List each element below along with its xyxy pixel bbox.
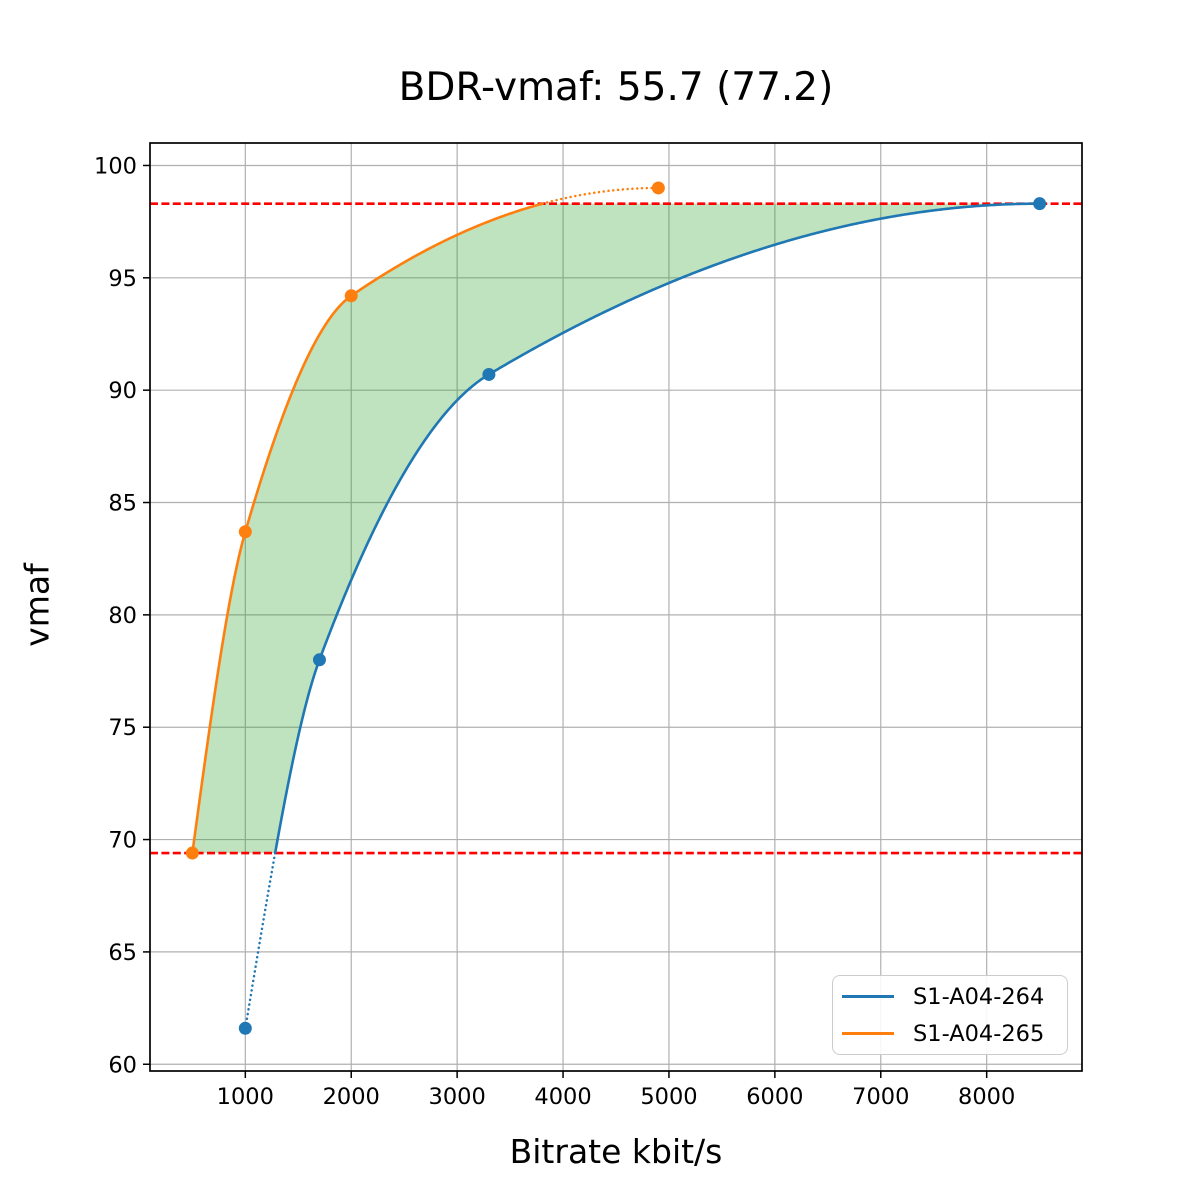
data-point-s1-a04-264: [312, 653, 326, 667]
y-tick-label: 70: [108, 828, 137, 854]
bd-shaded-region: [192, 203, 1040, 854]
data-point-s1-a04-264: [238, 1021, 252, 1035]
x-tick-label: 4000: [534, 1084, 591, 1110]
data-point-s1-a04-265: [185, 846, 199, 860]
data-point-s1-a04-265: [238, 525, 252, 539]
y-axis-label: vmaf: [17, 563, 57, 647]
x-tick-label: 7000: [852, 1084, 909, 1110]
y-tick-label: 60: [108, 1052, 137, 1078]
y-tick-label: 65: [108, 940, 137, 966]
legend-item-s1-a04-264: S1-A04-264: [833, 983, 1067, 1011]
legend-line-sample-265: [842, 1032, 894, 1035]
x-tick-label: 6000: [746, 1084, 803, 1110]
data-point-s1-a04-264: [482, 367, 496, 381]
legend-label-264: S1-A04-264: [913, 983, 1045, 1010]
y-tick-label: 90: [108, 378, 137, 404]
plot-border: [149, 142, 1083, 1072]
y-tick-label: 75: [108, 715, 137, 741]
legend-line-sample-264: [842, 995, 894, 998]
series-s1-a04-265-curve: [191, 202, 543, 854]
x-tick-label: 2000: [323, 1084, 380, 1110]
x-tick-label: 1000: [217, 1084, 274, 1110]
series-s1-a04-265-dotted: [541, 186, 660, 205]
series-s1-a04-264-curve: [273, 202, 1040, 854]
legend-label-265: S1-A04-265: [913, 1020, 1045, 1047]
legend: S1-A04-264 S1-A04-265: [832, 975, 1068, 1055]
data-point-s1-a04-265: [651, 181, 665, 195]
x-tick-label: 8000: [958, 1084, 1015, 1110]
data-point-s1-a04-265: [344, 289, 358, 303]
legend-item-s1-a04-265: S1-A04-265: [833, 1020, 1067, 1048]
y-tick-label: 85: [108, 491, 137, 517]
y-tick-label: 95: [108, 266, 137, 292]
data-point-s1-a04-264: [1033, 197, 1047, 211]
x-axis-label: Bitrate kbit/s: [509, 1132, 723, 1171]
x-tick-label: 3000: [429, 1084, 486, 1110]
x-tick-label: 5000: [640, 1084, 697, 1110]
series-s1-a04-264-dotted: [244, 851, 277, 1030]
y-tick-label: 100: [94, 153, 137, 179]
chart-title: BDR-vmaf: 55.7 (77.2): [398, 65, 834, 110]
y-tick-label: 80: [108, 603, 137, 629]
